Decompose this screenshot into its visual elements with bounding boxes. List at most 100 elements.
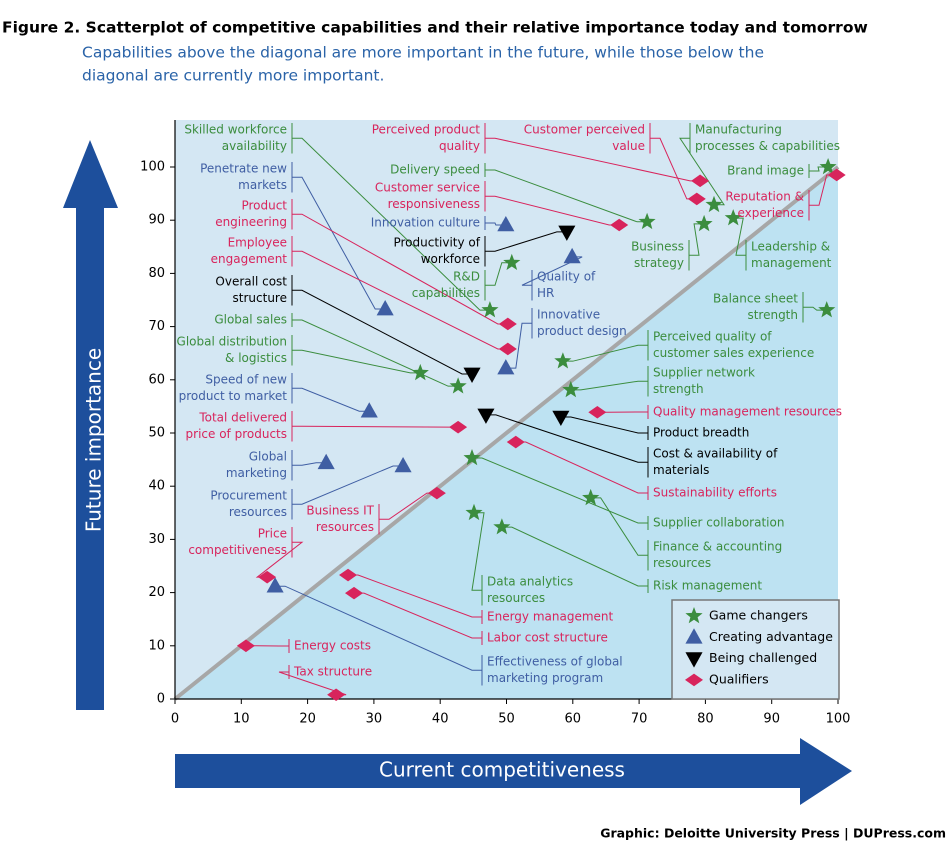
point-label: Finance & accounting bbox=[653, 540, 782, 554]
x-tick-label: 20 bbox=[299, 712, 316, 727]
point-label: Innovation culture bbox=[371, 216, 480, 230]
chart-title: Figure 2. Scatterplot of competitive cap… bbox=[2, 19, 868, 37]
subtitle: diagonal are currently more important. bbox=[82, 67, 384, 85]
point-label: resources bbox=[653, 556, 711, 570]
point-label: value bbox=[612, 139, 645, 153]
point-label: & logistics bbox=[225, 351, 287, 365]
x-tick-label: 10 bbox=[233, 712, 250, 727]
x-tick-label: 50 bbox=[498, 712, 515, 727]
point-label: Global bbox=[249, 450, 287, 464]
point-label: quality bbox=[439, 139, 480, 153]
legend-label: Being challenged bbox=[709, 650, 817, 665]
x-tick-label: 60 bbox=[565, 712, 582, 727]
point-label: Speed of new bbox=[205, 373, 287, 387]
point-label: resources bbox=[229, 505, 287, 519]
y-tick-label: 40 bbox=[148, 479, 165, 494]
point-label: resources bbox=[316, 520, 374, 534]
y-tick-label: 20 bbox=[148, 585, 165, 600]
point-label: Risk management bbox=[653, 579, 762, 593]
y-tick-label: 70 bbox=[148, 319, 165, 334]
point-label: Reputation & bbox=[725, 190, 804, 204]
x-axis-label: Current competitiveness bbox=[379, 758, 625, 782]
x-tick-label: 100 bbox=[826, 712, 851, 727]
y-tick-label: 100 bbox=[140, 160, 165, 175]
point-label: strength bbox=[653, 382, 704, 396]
point-label: competitiveness bbox=[188, 543, 287, 557]
y-tick-label: 10 bbox=[148, 638, 165, 653]
point-label: Quality of bbox=[537, 270, 596, 284]
source: Graphic: Deloitte University Press | DUP… bbox=[600, 826, 946, 841]
point-label: Product breadth bbox=[653, 426, 749, 440]
point-label: Productivity of bbox=[393, 236, 480, 250]
point-label: Brand image bbox=[727, 164, 804, 178]
point-label: Overall cost bbox=[215, 275, 287, 289]
point-label: processes & capabilities bbox=[695, 139, 840, 153]
point-label: structure bbox=[233, 291, 287, 305]
point-label: Delivery speed bbox=[390, 163, 480, 177]
point-label: strategy bbox=[634, 256, 684, 270]
y-tick-label: 80 bbox=[148, 266, 165, 281]
point-label: Supplier collaboration bbox=[653, 516, 784, 530]
point-label: Effectiveness of global bbox=[487, 655, 623, 669]
point-label: Quality management resources bbox=[653, 405, 842, 419]
point-label: Sustainability efforts bbox=[653, 486, 777, 500]
point-label: engineering bbox=[215, 215, 287, 229]
point-label: Penetrate new bbox=[200, 162, 287, 176]
point-label: price of products bbox=[186, 427, 287, 441]
subtitle: Capabilities above the diagonal are more… bbox=[82, 44, 764, 62]
point-label: Labor cost structure bbox=[487, 631, 608, 645]
point-label: Leadership & bbox=[751, 240, 830, 254]
point-label: Balance sheet bbox=[713, 292, 798, 306]
point-label: Product bbox=[241, 199, 287, 213]
point-label: Price bbox=[258, 527, 287, 541]
y-tick-label: 30 bbox=[148, 532, 165, 547]
x-tick-label: 0 bbox=[171, 712, 179, 727]
point-label: responsiveness bbox=[388, 197, 480, 211]
point-label: product design bbox=[537, 324, 627, 338]
x-tick-label: 30 bbox=[366, 712, 383, 727]
point-label: Global distribution bbox=[177, 335, 287, 349]
point-label: strength bbox=[747, 308, 798, 322]
point-label: Cost & availability of bbox=[653, 447, 778, 461]
point-label: management bbox=[751, 256, 832, 270]
point-label: Data analytics bbox=[487, 575, 573, 589]
y-tick-label: 90 bbox=[148, 213, 165, 228]
x-tick-label: 90 bbox=[763, 712, 780, 727]
point-label: R&D bbox=[453, 270, 480, 284]
y-tick-label: 60 bbox=[148, 372, 165, 387]
point-label: materials bbox=[653, 463, 709, 477]
point-label: marketing bbox=[226, 466, 287, 480]
point-label: Energy management bbox=[487, 610, 614, 624]
point-label: availability bbox=[222, 139, 287, 153]
point-label: Supplier network bbox=[653, 366, 755, 380]
x-tick-label: 80 bbox=[697, 712, 714, 727]
x-tick-label: 40 bbox=[432, 712, 449, 727]
point-label: capabilities bbox=[412, 286, 480, 300]
point-label: Procurement bbox=[210, 489, 287, 503]
y-tick-label: 50 bbox=[148, 426, 165, 441]
legend-label: Qualifiers bbox=[709, 671, 769, 686]
y-axis-label: Future importance bbox=[82, 348, 106, 532]
point-label: Skilled workforce bbox=[184, 123, 287, 137]
point-label: customer sales experience bbox=[653, 346, 814, 360]
point-label: Innovative bbox=[537, 308, 600, 322]
point-label: HR bbox=[537, 286, 554, 300]
point-label: Manufacturing bbox=[695, 123, 782, 137]
y-tick-label: 0 bbox=[157, 692, 165, 707]
point-label: Business bbox=[631, 240, 684, 254]
point-label: experience bbox=[737, 206, 804, 220]
point-label: workforce bbox=[421, 252, 480, 266]
point-label: Energy costs bbox=[294, 639, 371, 653]
point-label: Customer service bbox=[375, 181, 480, 195]
point-label: Employee bbox=[228, 236, 287, 250]
point-label: marketing program bbox=[487, 671, 603, 685]
point-label: Perceived quality of bbox=[653, 330, 772, 344]
point-label: Customer perceived bbox=[524, 123, 645, 137]
point-label: Global sales bbox=[214, 313, 287, 327]
point-label: markets bbox=[238, 178, 287, 192]
point-label: engagement bbox=[211, 252, 288, 266]
point-label: Perceived product bbox=[372, 123, 481, 137]
point-label: resources bbox=[487, 591, 545, 605]
